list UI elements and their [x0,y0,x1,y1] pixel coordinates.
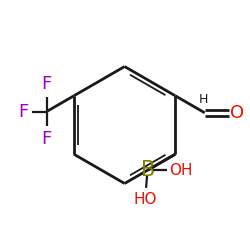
Text: H: H [199,93,208,106]
Text: F: F [18,102,28,120]
Text: OH: OH [169,162,192,178]
Text: HO: HO [134,192,157,207]
Text: F: F [42,75,52,93]
Text: O: O [230,104,244,122]
Text: B: B [141,160,155,180]
Text: F: F [42,130,52,148]
